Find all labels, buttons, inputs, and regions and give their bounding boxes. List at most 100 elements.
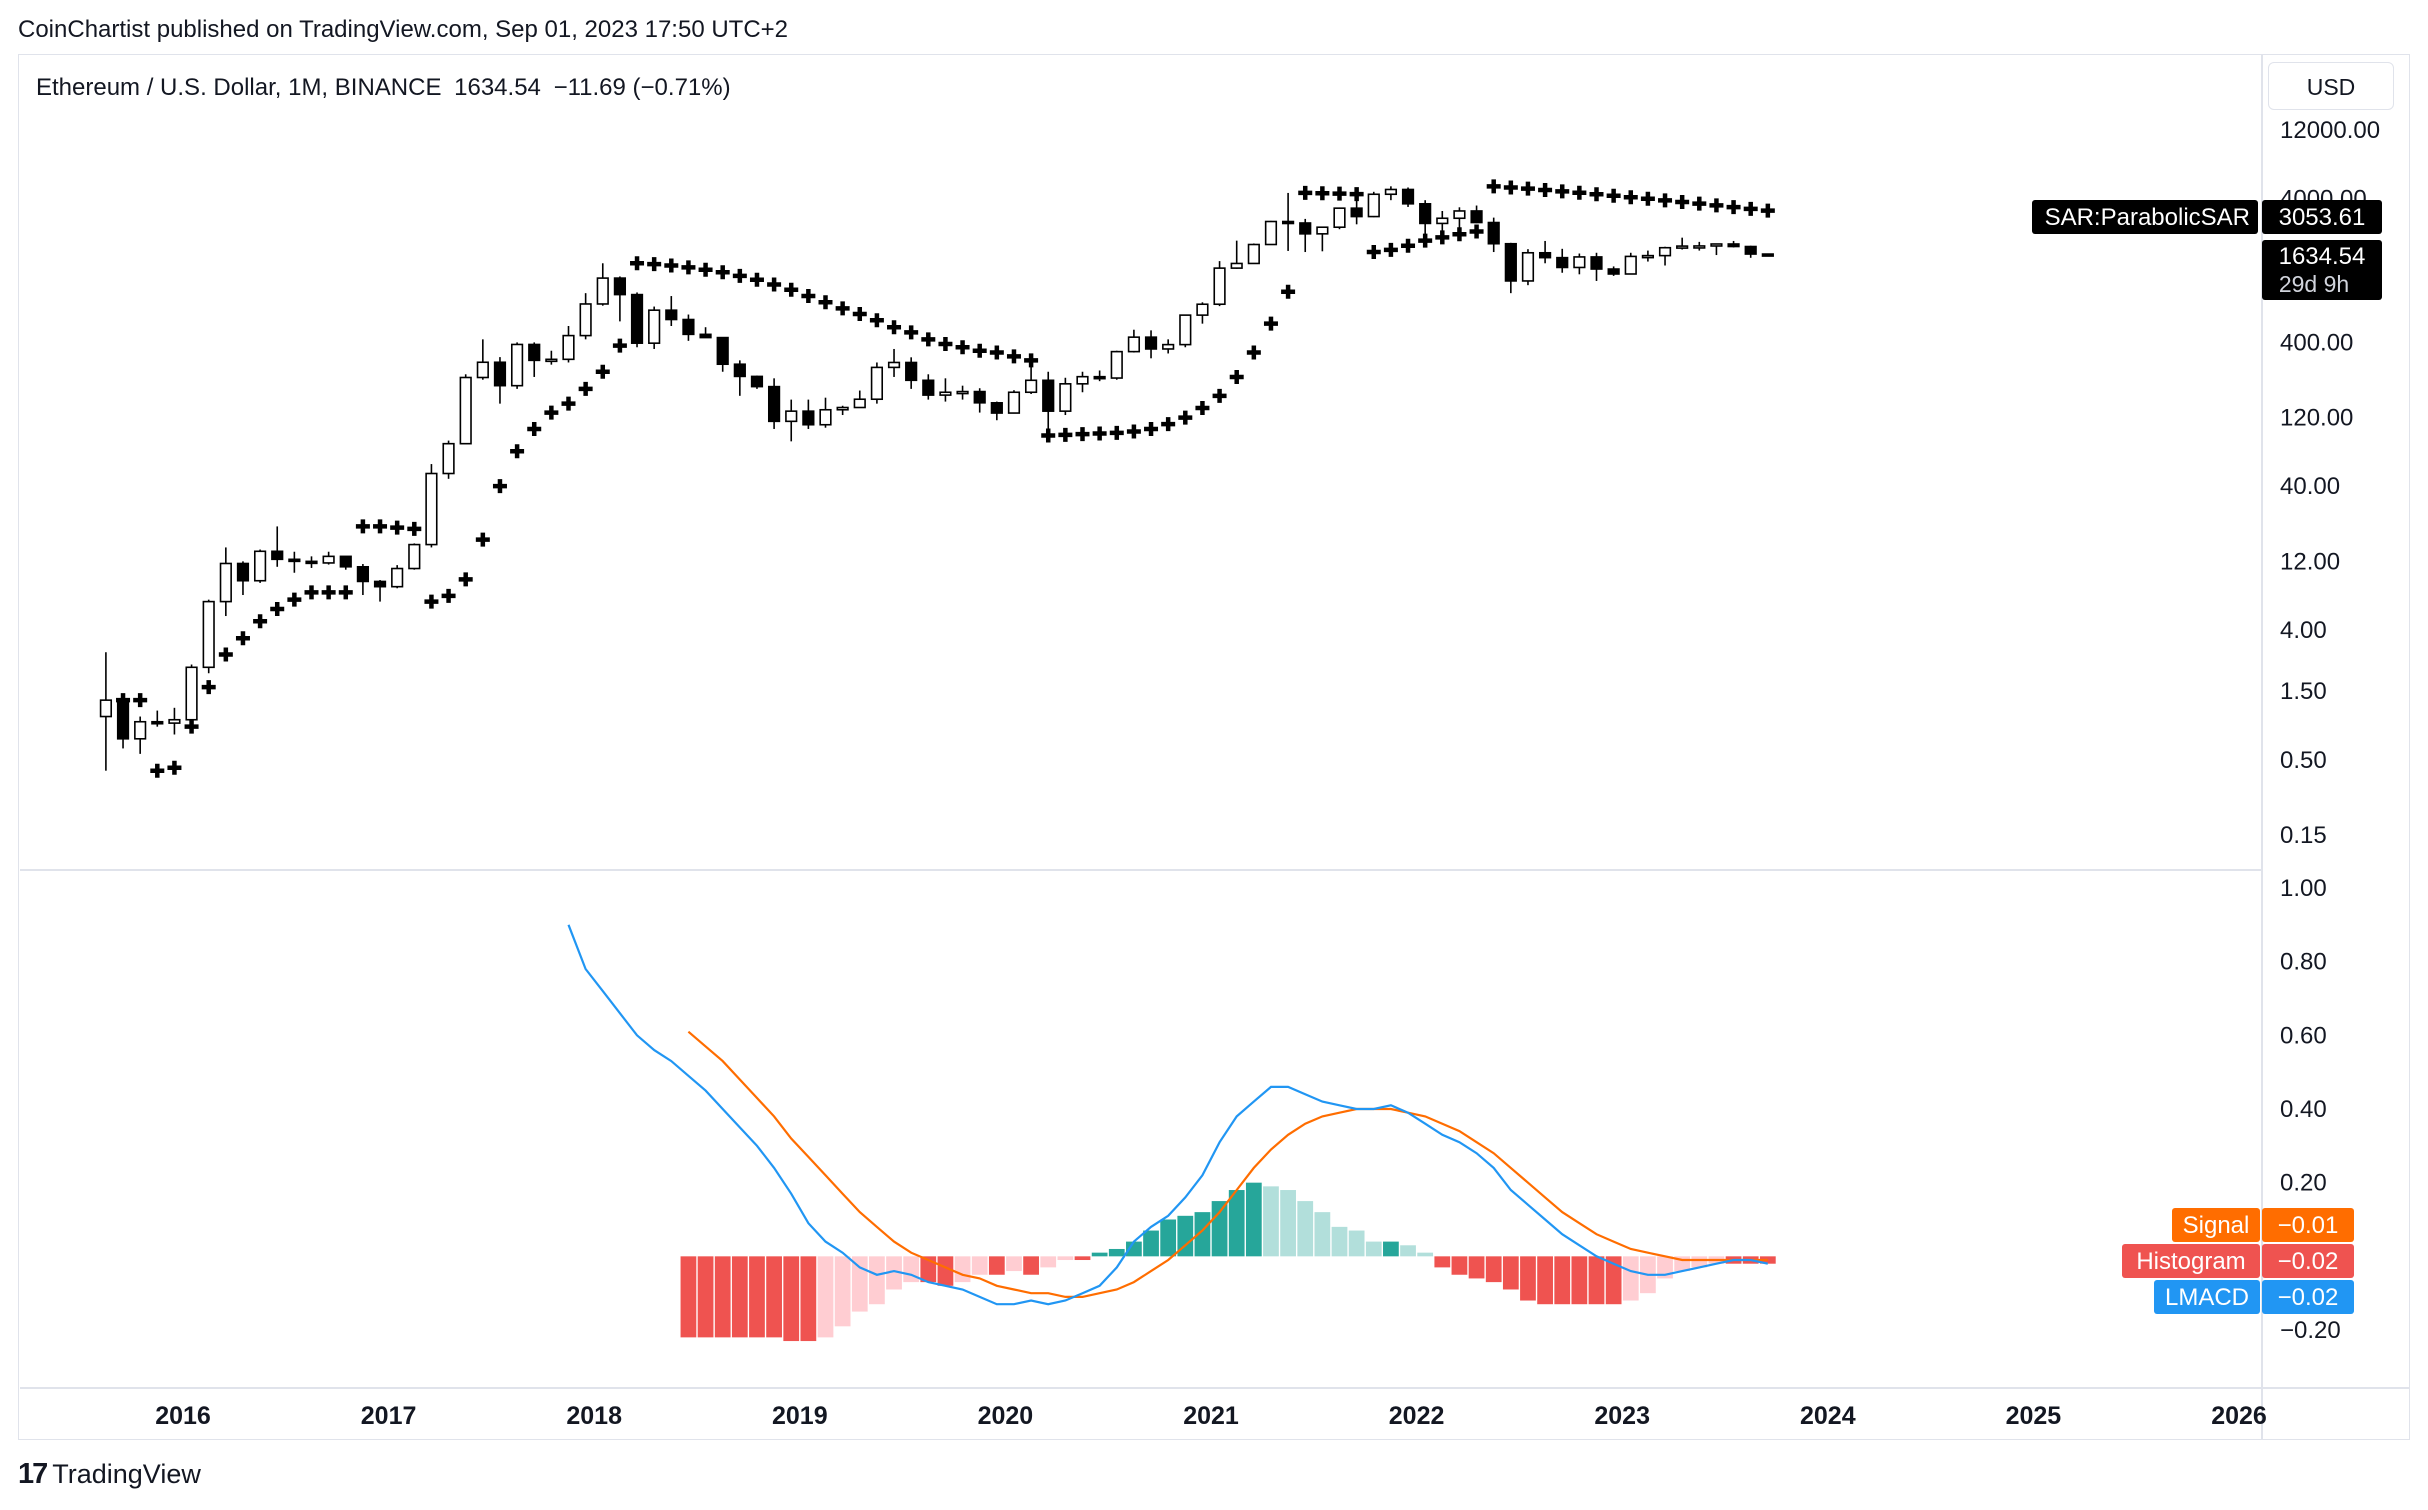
candle [185, 666, 198, 721]
candle [151, 720, 164, 725]
histogram-bar [1605, 1256, 1622, 1305]
histogram-bar [1571, 1256, 1588, 1305]
signal-value-tag-bg [2262, 1208, 2354, 1242]
histogram-name-tag: Histogram [2136, 1248, 2245, 1275]
candle [99, 699, 113, 718]
sar-point [1315, 186, 1330, 201]
price-tick-label: 40.00 [2280, 473, 2340, 500]
sar-point [801, 289, 816, 304]
footer-brand[interactable]: 17 TradingView [18, 1458, 201, 1491]
price-tick-label: 120.00 [2280, 405, 2353, 432]
candle [1299, 222, 1312, 235]
histogram-bar [1691, 1256, 1708, 1268]
macd-tick-label: −0.20 [2280, 1317, 2341, 1344]
sar-point [304, 585, 319, 600]
candle [1316, 226, 1329, 235]
candle [1281, 220, 1295, 225]
sar-point [732, 268, 747, 283]
candle [1076, 375, 1089, 385]
sar-point [1383, 242, 1398, 257]
candle [1127, 336, 1141, 353]
candle [459, 376, 472, 445]
histogram-bar [800, 1256, 817, 1342]
candle [168, 718, 181, 724]
histogram-bar [1177, 1215, 1194, 1257]
sar-point [1435, 230, 1450, 245]
sar-point [1675, 194, 1690, 209]
sar-point [1041, 428, 1056, 443]
candle [1538, 251, 1552, 259]
sar-point [1520, 181, 1535, 196]
histogram-bar [1502, 1256, 1519, 1290]
time-tick-label: 2025 [2006, 1402, 2062, 1430]
sar-point [767, 277, 782, 292]
candle [956, 390, 969, 395]
candle [1384, 188, 1398, 196]
candle [613, 277, 627, 296]
sar-point [630, 256, 645, 271]
sar-point [1658, 193, 1673, 208]
candle [990, 402, 1003, 414]
histogram-bar [1143, 1230, 1159, 1257]
candle [528, 343, 541, 362]
candle [887, 361, 901, 369]
signal-value-tag: −0.01 [2278, 1212, 2339, 1239]
histogram-bar [988, 1256, 1005, 1275]
currency-button[interactable]: USD [2268, 62, 2394, 110]
candle [1110, 350, 1123, 379]
sar-point [1709, 198, 1724, 213]
candle [1573, 256, 1586, 269]
symbol-legend[interactable]: Ethereum / U.S. Dollar, 1M, BINANCE 1634… [36, 74, 737, 102]
sar-point [938, 336, 953, 351]
sar-point [475, 532, 490, 547]
histogram-bar [1331, 1226, 1348, 1257]
candle [1556, 256, 1569, 269]
sar-point [578, 381, 593, 396]
histogram-bar [1365, 1241, 1382, 1257]
lmacd-name-tag-bg [2154, 1280, 2260, 1314]
sar-name-tag: SAR:ParabolicSAR [2045, 204, 2250, 231]
published-credit: CoinChartist published on TradingView.co… [18, 16, 789, 43]
candle [425, 472, 438, 546]
histogram-bar [680, 1256, 697, 1338]
signal-line [687, 1030, 1768, 1299]
symbol-name: Ethereum / U.S. Dollar, 1M, BINANCE [36, 74, 442, 101]
candle [1641, 254, 1655, 259]
sar-point [1126, 424, 1141, 439]
histogram-bar [1537, 1256, 1553, 1305]
candle [253, 550, 267, 582]
sar-point [887, 320, 902, 335]
sar-point [150, 763, 165, 778]
signal-name-tag-bg [2172, 1208, 2260, 1242]
candle [699, 333, 712, 339]
histogram-bar [1245, 1182, 1262, 1257]
sar-value-tag: 3053.61 [2279, 204, 2366, 231]
histogram-bar [1280, 1190, 1296, 1257]
histogram-bar [1126, 1241, 1142, 1257]
price-tick-label: 4.00 [2280, 617, 2327, 644]
candle [1247, 243, 1260, 265]
sar-point [253, 614, 268, 629]
candle [716, 336, 729, 366]
histogram-bar [1194, 1212, 1211, 1257]
time-tick-label: 2026 [2211, 1402, 2267, 1430]
candle [391, 567, 404, 588]
candle [1230, 262, 1243, 269]
candle [1162, 343, 1175, 350]
candle [1093, 375, 1106, 380]
histogram-bar [1228, 1190, 1245, 1257]
histogram-bar [1023, 1256, 1039, 1275]
candle [733, 363, 746, 378]
sar-point [373, 519, 388, 534]
candle [288, 558, 301, 563]
sar-point [441, 588, 456, 603]
sar-point [869, 313, 884, 328]
candle [1419, 203, 1432, 225]
sar-point [544, 405, 559, 420]
sar-point [407, 521, 422, 536]
sar-point [852, 307, 867, 322]
sar-point [1469, 224, 1484, 239]
sar-point [835, 301, 850, 316]
price-tick-label: 12.00 [2280, 548, 2340, 575]
